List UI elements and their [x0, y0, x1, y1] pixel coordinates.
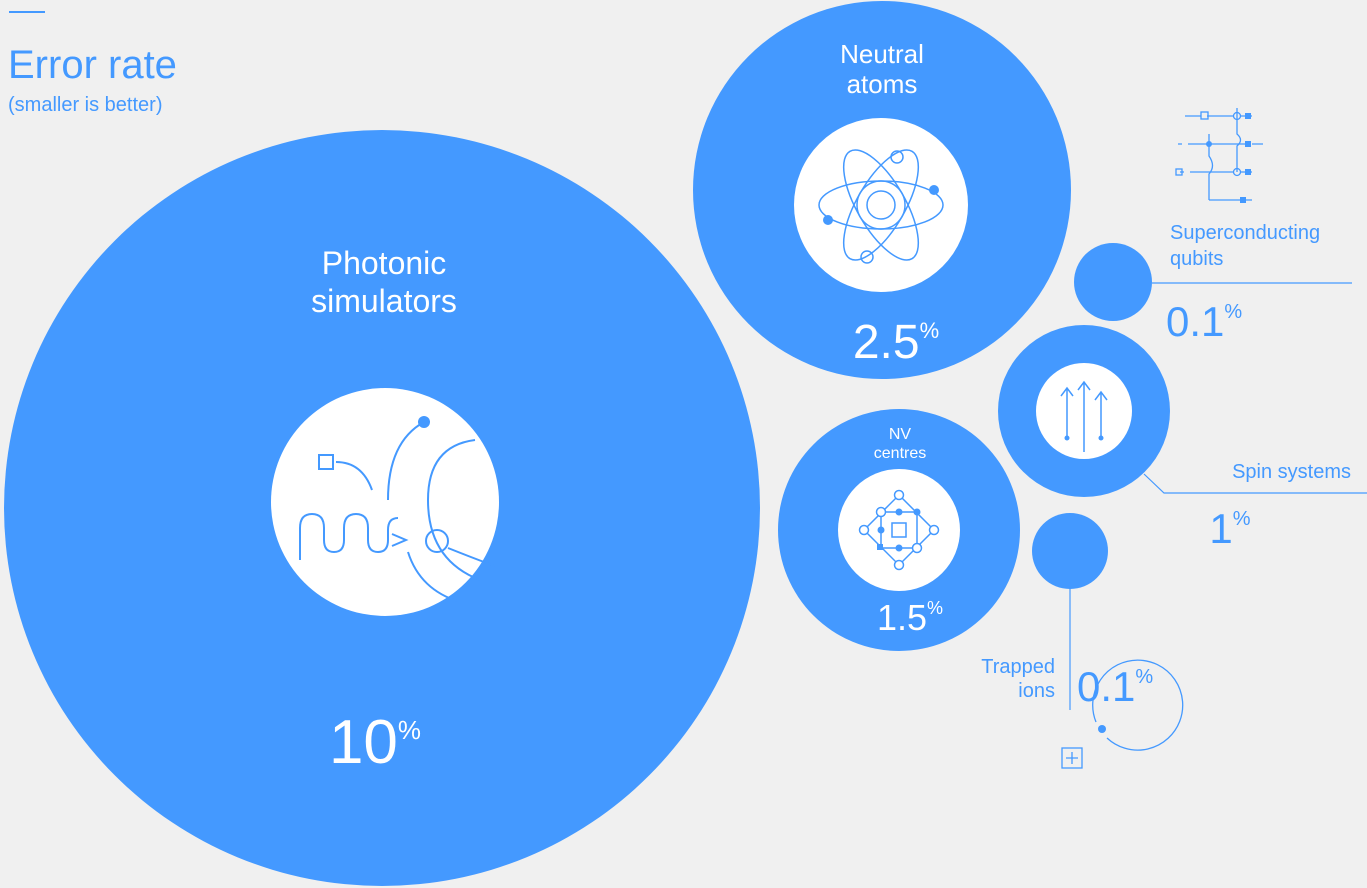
bubble-neutral-value-unit: %	[920, 318, 940, 343]
bubble-nv-value: 1.5%	[877, 597, 943, 638]
bubble-superconducting-value-number: 0.1	[1166, 298, 1224, 345]
nv-lattice-dot-d	[913, 508, 921, 516]
bubble-neutral-value: 2.5%	[853, 316, 939, 369]
circuit-node-square-3	[1245, 169, 1251, 175]
atom-icon	[818, 149, 944, 264]
bubble-photonic-value: 10%	[329, 708, 421, 777]
spin-arrow-base-dot-left	[1064, 435, 1070, 441]
circuit-icon	[1175, 108, 1263, 201]
bubble-nv-value-unit: %	[927, 598, 943, 618]
bubble-neutral-label-line1: Neutral	[840, 39, 924, 69]
nv-lattice-dot-b	[895, 544, 903, 552]
bubble-photonic-value-number: 10	[329, 708, 398, 777]
bubble-spin-value-number: 1	[1209, 505, 1232, 552]
atom-electron-dot-right	[929, 185, 939, 195]
photonic-icon-dot	[418, 416, 430, 428]
bubble-spin-value-unit: %	[1233, 508, 1251, 530]
bubble-superconducting-circle	[1074, 243, 1152, 321]
bubble-neutral-label-line2: atoms	[847, 69, 918, 99]
ion-trap-icon	[1061, 659, 1184, 769]
spin-leader-line	[1143, 473, 1367, 494]
bubble-nv-label-line2: centres	[874, 445, 926, 462]
bubble-nv-centres: NV centres 1.5%	[778, 409, 1020, 651]
bubble-superconducting-qubits: Superconducting qubits 0.1%	[1074, 108, 1352, 345]
bubble-spin-systems: Spin systems 1%	[998, 325, 1367, 552]
atom-electron-dot-left	[823, 215, 833, 225]
bubble-trapped-ions: Trapped ions 0.1%	[981, 513, 1184, 769]
bubble-trapped-value-number: 0.1	[1077, 663, 1135, 710]
bubble-trapped-label-line2: ions	[1018, 680, 1055, 702]
bubble-nv-icon-disc	[838, 469, 960, 591]
bubble-superconducting-label-line1: Superconducting	[1170, 222, 1320, 244]
spin-arrow-base-dot-right	[1098, 435, 1104, 441]
spin-arrows-icon	[1060, 380, 1108, 452]
chart-subtitle: (smaller is better)	[8, 94, 162, 116]
bubble-neutral-atoms: Neutral atoms 2.5%	[693, 1, 1071, 379]
bubble-photonic-value-unit: %	[398, 715, 421, 745]
bubble-trapped-value: 0.1%	[1077, 663, 1153, 710]
ion-trap-dot	[1098, 725, 1106, 733]
bubble-neutral-icon-disc	[794, 118, 968, 292]
diamond-lattice-icon	[858, 489, 940, 571]
nv-lattice-square-dot	[877, 544, 883, 550]
bubble-photonic-simulators: Photonic simulators 10%	[4, 130, 760, 886]
bubble-trapped-label-line1: Trapped	[981, 656, 1055, 678]
bubble-trapped-circle	[1032, 513, 1108, 589]
bubble-superconducting-label-line2: qubits	[1170, 248, 1223, 270]
circuit-node-square-1	[1245, 113, 1251, 119]
bubble-nv-label-line1: NV	[889, 426, 912, 443]
bubble-trapped-value-unit: %	[1135, 666, 1153, 688]
nv-lattice-dot-c	[877, 526, 885, 534]
chart-title: Error rate	[8, 43, 177, 87]
bubble-neutral-value-number: 2.5	[853, 316, 920, 369]
bubble-superconducting-value: 0.1%	[1166, 298, 1242, 345]
circuit-node-square-4	[1240, 197, 1246, 203]
bubble-photonic-label-line2: simulators	[311, 283, 457, 319]
circuit-node-dot-1	[1206, 141, 1212, 147]
bubble-superconducting-value-unit: %	[1224, 301, 1242, 323]
bubble-spin-value: 1%	[1209, 505, 1250, 552]
nv-lattice-dot-a	[895, 508, 903, 516]
circuit-node-square-2	[1245, 141, 1251, 147]
bubble-spin-label: Spin systems	[1232, 461, 1351, 483]
bubble-nv-value-number: 1.5	[877, 597, 927, 638]
photonic-waveguide-icon	[299, 421, 496, 603]
bubble-photonic-label-line1: Photonic	[322, 245, 447, 281]
bubble-photonic-icon-disc	[271, 388, 499, 616]
